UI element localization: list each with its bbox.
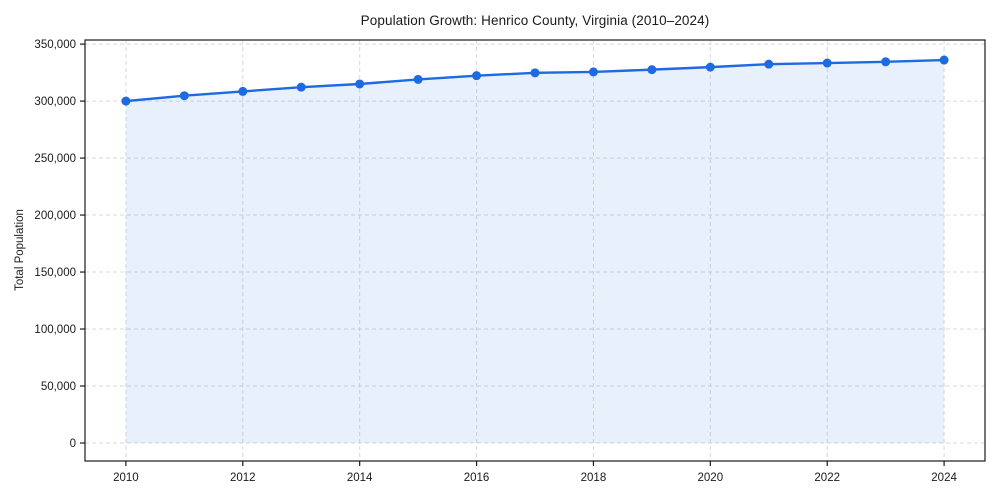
x-tick-label: 2018 (581, 472, 607, 484)
y-tick-label: 300,000 (34, 96, 76, 108)
y-tick-label: 100,000 (34, 324, 76, 336)
y-tick-label: 200,000 (34, 210, 76, 222)
data-point (822, 58, 832, 68)
y-tick-label: 350,000 (34, 39, 76, 51)
x-tick-label: 2012 (230, 472, 256, 484)
x-tick-label: 2020 (698, 472, 724, 484)
x-tick-label: 2016 (464, 472, 490, 484)
data-point (121, 96, 131, 106)
y-tick-label: 50,000 (41, 381, 76, 393)
area-fill (125, 60, 945, 443)
data-point (413, 74, 423, 84)
chart-title: Population Growth: Henrico County, Virgi… (360, 13, 710, 28)
data-point (472, 71, 482, 81)
y-tick-label: 0 (70, 438, 76, 450)
x-tick-label: 2024 (931, 472, 957, 484)
data-point (238, 86, 248, 96)
plot-frame (84, 39, 986, 462)
data-point (647, 65, 657, 75)
y-tick-label: 150,000 (34, 267, 76, 279)
data-point (939, 55, 949, 65)
data-point (530, 68, 540, 78)
data-point (355, 79, 365, 89)
data-point (588, 67, 598, 77)
data-point (705, 62, 715, 72)
x-tick-label: 2022 (814, 472, 840, 484)
data-point (881, 57, 891, 67)
data-point (296, 82, 306, 92)
data-point (179, 91, 189, 101)
y-tick-label: 250,000 (34, 153, 76, 165)
x-tick-label: 2010 (113, 472, 139, 484)
data-point (764, 59, 774, 69)
y-axis-label: Total Population (14, 209, 26, 291)
x-tick-label: 2014 (347, 472, 373, 484)
